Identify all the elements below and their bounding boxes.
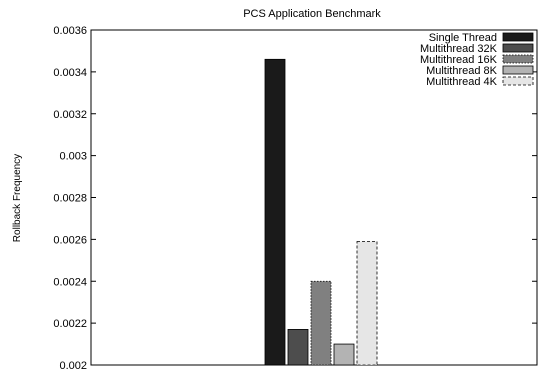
legend-label: Multithread 4K: [426, 76, 498, 88]
y-tick-label: 0.0036: [53, 25, 87, 37]
y-axis-label: Rollback Frequency: [12, 154, 23, 242]
legend-label: Single Thread: [429, 32, 497, 44]
y-tick-label: 0.0022: [53, 318, 87, 330]
legend-swatch: [502, 43, 534, 53]
legend-swatch: [502, 65, 534, 75]
bar-multithread-32k: [287, 329, 309, 366]
legend-label: Multithread 8K: [426, 65, 498, 77]
chart-title: PCS Application Benchmark: [243, 8, 381, 20]
legend-swatch: [502, 76, 534, 86]
y-tick-label: 0.0028: [53, 193, 87, 205]
y-tick-label: 0.003: [59, 151, 87, 163]
legend-swatch: [502, 32, 534, 42]
y-tick-label: 0.002: [59, 360, 87, 372]
legend-label: Multithread 32K: [420, 43, 498, 55]
bar-multithread-4k: [356, 241, 378, 366]
y-tick-label: 0.0032: [53, 109, 87, 121]
y-tick-label: 0.0024: [53, 276, 87, 288]
plot-area: 0.002 0.0022 0.0024 0.0026 0.0028 0.003 0.0032…: [53, 25, 538, 372]
y-tick-label: 0.0034: [53, 67, 87, 79]
bar-multithread-8k: [333, 343, 355, 366]
legend-label: Multithread 16K: [420, 54, 498, 66]
bar-single-thread: [264, 58, 286, 366]
legend-swatch: [502, 54, 534, 64]
bar-multithread-16k: [310, 280, 332, 366]
y-tick-label: 0.0026: [53, 234, 87, 246]
